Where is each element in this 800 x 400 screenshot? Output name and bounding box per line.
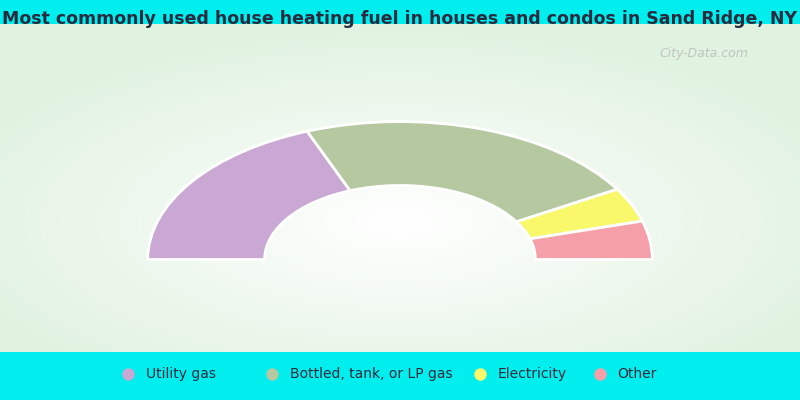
Wedge shape — [148, 131, 350, 260]
Text: Bottled, tank, or LP gas: Bottled, tank, or LP gas — [290, 367, 452, 381]
Wedge shape — [517, 189, 642, 239]
Text: Other: Other — [618, 367, 657, 381]
Text: Electricity: Electricity — [498, 367, 566, 381]
Wedge shape — [530, 221, 652, 260]
Text: City-Data.com: City-Data.com — [659, 47, 749, 60]
Text: Most commonly used house heating fuel in houses and condos in Sand Ridge, NY: Most commonly used house heating fuel in… — [2, 10, 798, 28]
Text: Utility gas: Utility gas — [146, 367, 216, 381]
Wedge shape — [307, 122, 617, 222]
